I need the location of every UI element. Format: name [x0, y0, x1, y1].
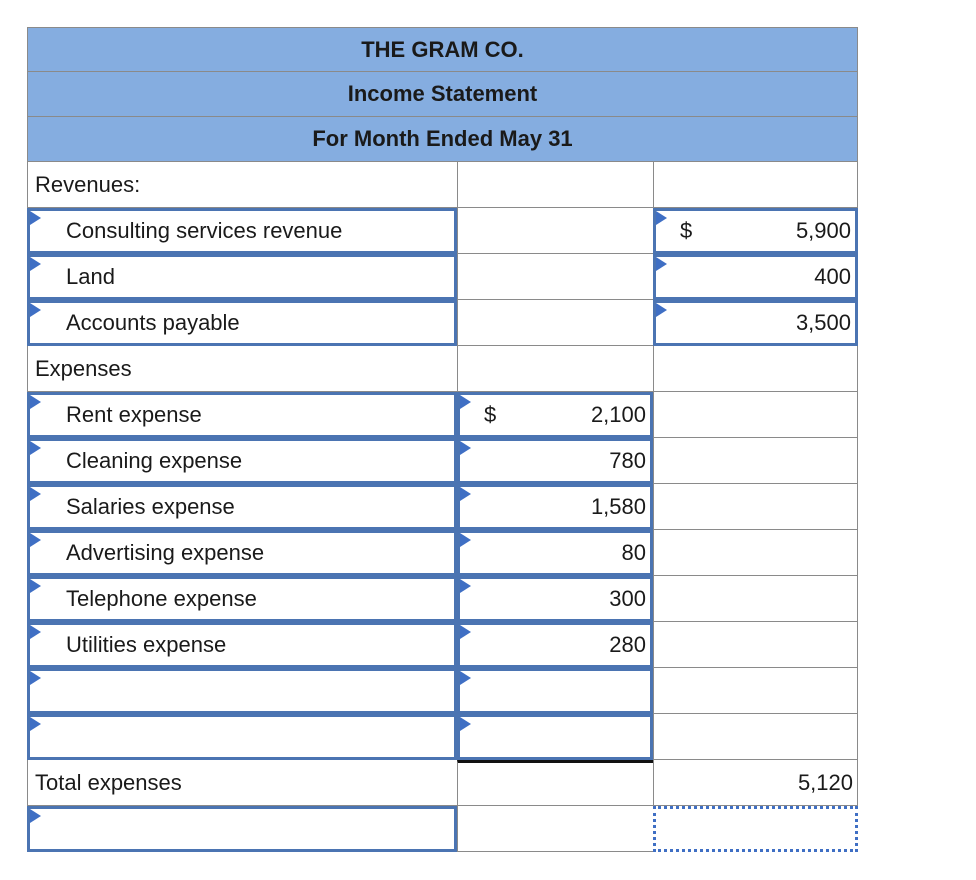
expense-row: Advertising expense 80	[27, 530, 858, 576]
expense-label-input[interactable]	[27, 714, 457, 760]
expense-amount-input[interactable]: 780	[457, 438, 653, 484]
net-income-amount-input[interactable]	[653, 806, 858, 852]
total-expenses-row: Total expenses 5,120	[27, 760, 858, 806]
revenue-row: Accounts payable 3,500	[27, 300, 858, 346]
statement-period: For Month Ended May 31	[28, 117, 857, 162]
revenue-label-input[interactable]: Land	[27, 254, 457, 300]
expense-label-input[interactable]: Utilities expense	[27, 622, 457, 668]
dropdown-marker-icon	[30, 487, 41, 501]
dropdown-marker-icon	[656, 211, 667, 225]
expense-row-empty	[27, 714, 858, 760]
expense-row: Cleaning expense 780	[27, 438, 858, 484]
revenue-row: Land 400	[27, 254, 858, 300]
expense-label-input[interactable]	[27, 668, 457, 714]
dropdown-marker-icon	[460, 395, 471, 409]
dropdown-marker-icon	[30, 395, 41, 409]
expenses-heading: Expenses	[35, 355, 132, 381]
revenues-heading-row: Revenues:	[27, 162, 858, 208]
revenue-amount-input[interactable]: 400	[653, 254, 858, 300]
dropdown-marker-icon	[30, 257, 41, 271]
revenues-heading: Revenues:	[35, 171, 141, 197]
expense-row: Rent expense $ 2,100	[27, 392, 858, 438]
dropdown-marker-icon	[460, 717, 471, 731]
statement-title: Income Statement	[28, 72, 857, 117]
income-statement: THE GRAM CO. Income Statement For Month …	[27, 27, 858, 852]
expense-amount-input[interactable]: 80	[457, 530, 653, 576]
revenue-amount-input[interactable]: 3,500	[653, 300, 858, 346]
revenue-label-input[interactable]: Consulting services revenue	[27, 208, 457, 254]
dropdown-marker-icon	[30, 579, 41, 593]
expense-label-input[interactable]: Rent expense	[27, 392, 457, 438]
company-name: THE GRAM CO.	[28, 27, 857, 72]
expense-label-input[interactable]: Advertising expense	[27, 530, 457, 576]
expense-row: Telephone expense 300	[27, 576, 858, 622]
dropdown-marker-icon	[30, 303, 41, 317]
dropdown-marker-icon	[30, 441, 41, 455]
dropdown-marker-icon	[460, 625, 471, 639]
expense-amount-input[interactable]: 300	[457, 576, 653, 622]
dropdown-marker-icon	[656, 303, 667, 317]
expense-amount-input[interactable]: 280	[457, 622, 653, 668]
currency-symbol: $	[484, 402, 497, 427]
revenue-row: Consulting services revenue $ 5,900	[27, 208, 858, 254]
dropdown-marker-icon	[30, 809, 41, 823]
dropdown-marker-icon	[30, 625, 41, 639]
currency-symbol: $	[680, 218, 693, 243]
dropdown-marker-icon	[30, 533, 41, 547]
expense-label-input[interactable]: Telephone expense	[27, 576, 457, 622]
expense-row: Utilities expense 280	[27, 622, 858, 668]
net-income-label-input[interactable]	[27, 806, 457, 852]
expenses-heading-row: Expenses	[27, 346, 858, 392]
statement-header: THE GRAM CO. Income Statement For Month …	[27, 27, 858, 162]
expense-amount-input[interactable]	[457, 714, 653, 760]
total-expenses-amount: 5,120	[653, 760, 858, 806]
dropdown-marker-icon	[460, 533, 471, 547]
dropdown-marker-icon	[460, 579, 471, 593]
expense-amount-input[interactable]: $ 2,100	[457, 392, 653, 438]
expense-amount-input[interactable]	[457, 668, 653, 714]
expense-row: Salaries expense 1,580	[27, 484, 858, 530]
total-expenses-label: Total expenses	[35, 769, 182, 795]
expense-row-empty	[27, 668, 858, 714]
dropdown-marker-icon	[30, 717, 41, 731]
dropdown-marker-icon	[460, 487, 471, 501]
dropdown-marker-icon	[30, 671, 41, 685]
dropdown-marker-icon	[30, 211, 41, 225]
dropdown-marker-icon	[656, 257, 667, 271]
dropdown-marker-icon	[460, 441, 471, 455]
expense-amount-input[interactable]: 1,580	[457, 484, 653, 530]
revenue-label-input[interactable]: Accounts payable	[27, 300, 457, 346]
revenue-amount-input[interactable]: $ 5,900	[653, 208, 858, 254]
expense-label-input[interactable]: Salaries expense	[27, 484, 457, 530]
expense-label-input[interactable]: Cleaning expense	[27, 438, 457, 484]
dropdown-marker-icon	[460, 671, 471, 685]
net-income-row	[27, 806, 858, 852]
